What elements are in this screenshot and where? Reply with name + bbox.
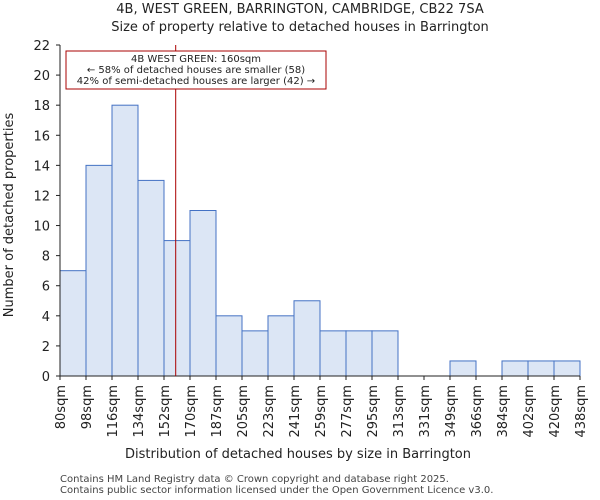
x-tick-label: 277sqm — [340, 385, 355, 438]
annotation-line-3: 42% of semi-detached houses are larger (… — [77, 76, 315, 87]
x-tick-label: 438sqm — [574, 385, 589, 438]
x-tick-label: 349sqm — [444, 385, 459, 438]
y-axis-label: Number of detached properties — [2, 113, 17, 318]
y-tick-label: 2 — [42, 340, 50, 355]
y-tick-label: 14 — [33, 159, 50, 174]
chart-subtitle: Size of property relative to detached ho… — [111, 20, 489, 35]
annotation-box: 4B WEST GREEN: 160sqm ← 58% of detached … — [65, 50, 327, 90]
x-tick-label: 116sqm — [106, 385, 121, 438]
x-tick-label: 241sqm — [288, 385, 303, 438]
bar-223sqm — [267, 315, 295, 377]
annotation-line-2: ← 58% of detached houses are smaller (58… — [87, 65, 305, 76]
x-tick-label: 366sqm — [470, 385, 485, 438]
x-tick-label: 295sqm — [366, 385, 381, 438]
x-tick-label: 205sqm — [236, 385, 251, 438]
y-tick-label: 22 — [33, 39, 50, 54]
bar-205sqm — [241, 330, 269, 377]
x-tick-label: 420sqm — [548, 385, 563, 438]
y-tick-label: 16 — [33, 129, 50, 144]
bar-259sqm — [319, 330, 347, 377]
x-tick-label: 152sqm — [158, 385, 173, 438]
bars-group — [59, 104, 581, 377]
bar-134sqm — [137, 179, 165, 377]
bar-420sqm — [553, 360, 581, 377]
y-tick-label: 20 — [33, 69, 50, 84]
bar-80sqm — [59, 270, 87, 377]
bar-295sqm — [371, 330, 399, 377]
bar-98sqm — [85, 164, 113, 377]
y-tick-label: 10 — [33, 220, 50, 235]
x-tick-label: 134sqm — [132, 385, 147, 438]
bar-277sqm — [345, 330, 373, 377]
bar-152sqm — [163, 240, 191, 377]
bar-402sqm — [527, 360, 555, 377]
x-tick-label: 384sqm — [496, 385, 511, 438]
footer-line-2: Contains public sector information licen… — [60, 485, 494, 496]
y-tick-label: 8 — [42, 250, 50, 265]
x-tick-label: 313sqm — [392, 385, 407, 438]
y-axis-ticks: 0 2 4 6 8 10 12 14 16 18 20 22 — [33, 39, 60, 385]
x-axis-ticks: 80sqm 98sqm 116sqm 134sqm 152sqm 170sqm 187sqm… — [54, 376, 589, 438]
x-axis-label: Distribution of detached houses by size … — [125, 447, 471, 462]
bar-170sqm — [189, 210, 217, 377]
y-tick-label: 4 — [42, 310, 50, 325]
annotation-line-1: 4B WEST GREEN: 160sqm — [131, 54, 261, 65]
x-tick-label: 187sqm — [210, 385, 225, 438]
x-tick-label: 80sqm — [54, 385, 69, 429]
bar-241sqm — [293, 300, 321, 377]
chart-title: 4B, WEST GREEN, BARRINGTON, CAMBRIDGE, C… — [116, 2, 484, 17]
bar-187sqm — [215, 315, 243, 377]
y-tick-label: 18 — [33, 99, 50, 114]
y-tick-label: 0 — [42, 370, 50, 385]
y-tick-label: 12 — [33, 189, 50, 204]
bar-384sqm — [501, 360, 529, 377]
bar-349sqm — [449, 360, 477, 377]
x-tick-label: 259sqm — [314, 385, 329, 438]
footer-line-1: Contains HM Land Registry data © Crown c… — [60, 474, 449, 485]
x-tick-label: 402sqm — [522, 385, 537, 438]
x-tick-label: 170sqm — [184, 385, 199, 438]
annotation-frame — [65, 50, 327, 90]
x-tick-label: 331sqm — [418, 385, 433, 438]
x-tick-label: 98sqm — [80, 385, 95, 429]
x-tick-label: 223sqm — [262, 385, 277, 438]
y-tick-label: 6 — [42, 280, 50, 295]
bar-116sqm — [111, 104, 139, 377]
